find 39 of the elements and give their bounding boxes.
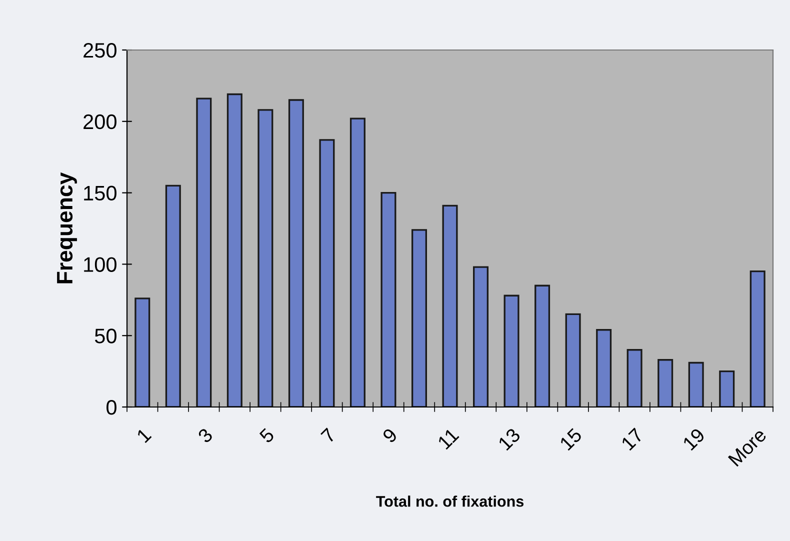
y-tick-label: 50 [94, 328, 116, 344]
x-tick-label: 1 [136, 428, 152, 444]
x-tick-label: 11 [437, 428, 460, 450]
bar [750, 270, 766, 407]
y-axis-title: Frequency [57, 172, 77, 284]
bar [473, 266, 489, 407]
x-tick-label: 15 [559, 428, 583, 451]
bar [196, 98, 212, 407]
bar [226, 93, 242, 407]
y-tick-label: 100 [84, 257, 116, 272]
x-tick-label: 3 [197, 427, 214, 444]
bar [504, 294, 520, 407]
x-tick-label: 7 [320, 428, 336, 444]
bar [165, 184, 181, 407]
bar [596, 329, 612, 407]
y-tick-label: 250 [84, 43, 116, 58]
bar [134, 298, 150, 407]
bar [319, 139, 335, 407]
y-tick-label: 200 [84, 114, 116, 130]
bar [626, 349, 642, 407]
x-tick-label: 13 [498, 427, 522, 451]
bar [534, 284, 550, 407]
bar [658, 359, 674, 407]
bar [380, 192, 396, 407]
bar [688, 362, 704, 407]
bar [411, 229, 427, 407]
x-tick-label: 19 [682, 427, 706, 451]
y-tick-label: 0 [106, 400, 116, 415]
y-tick-label: 150 [84, 186, 116, 201]
bar [719, 370, 735, 407]
bar [350, 118, 366, 407]
x-tick-label: 17 [620, 428, 644, 451]
bar [565, 313, 581, 407]
bar [258, 109, 274, 407]
x-axis-title: Total no. of fixations [376, 496, 524, 507]
x-tick-label: 5 [258, 428, 275, 444]
bar [288, 99, 304, 407]
x-tick-label: 9 [382, 427, 398, 444]
bar [442, 204, 458, 407]
